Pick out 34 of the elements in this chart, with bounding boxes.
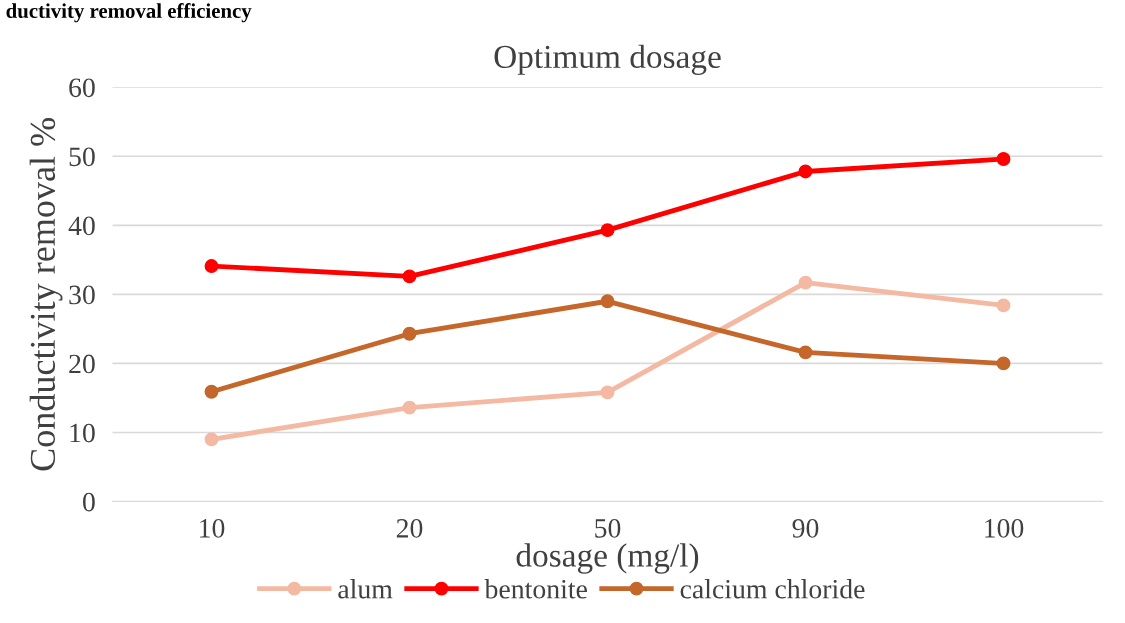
y-tick-label: 20 [69,354,95,374]
point [204,432,219,447]
point [600,223,615,238]
point [996,356,1011,371]
point [402,400,417,415]
point [996,152,1011,166]
point [204,259,219,274]
x-tick-label: 90 [792,518,819,538]
legend-label: calcium chloride [680,579,865,599]
y-axis-title: Conductivity removal % [29,118,63,471]
point [798,345,813,360]
y-tick-label: 30 [69,285,95,305]
x-tick-label: 10 [200,518,225,538]
point [600,294,615,309]
x-axis-title: dosage (mg/l) [516,543,699,574]
point [204,384,219,399]
point [996,298,1011,313]
point [402,269,417,284]
y-tick-label: 40 [68,216,95,236]
x-tick-label: 100 [985,518,1024,538]
point [402,326,417,341]
point [798,164,813,179]
y-tick-label: 0 [83,492,95,512]
legend-label: bentonite [484,579,587,599]
text: ductivity removal efficiency [6,3,252,23]
chart-title: Optimum dosage [494,44,721,75]
x-tick-label: 50 [595,518,621,538]
point [798,275,813,290]
x-tick-label: 20 [396,518,423,538]
y-tick-label: 60 [69,78,95,98]
y-tick-label: 10 [70,423,95,443]
legend-label: alum [338,579,393,599]
point [600,385,615,400]
y-tick-label: 50 [69,147,95,167]
